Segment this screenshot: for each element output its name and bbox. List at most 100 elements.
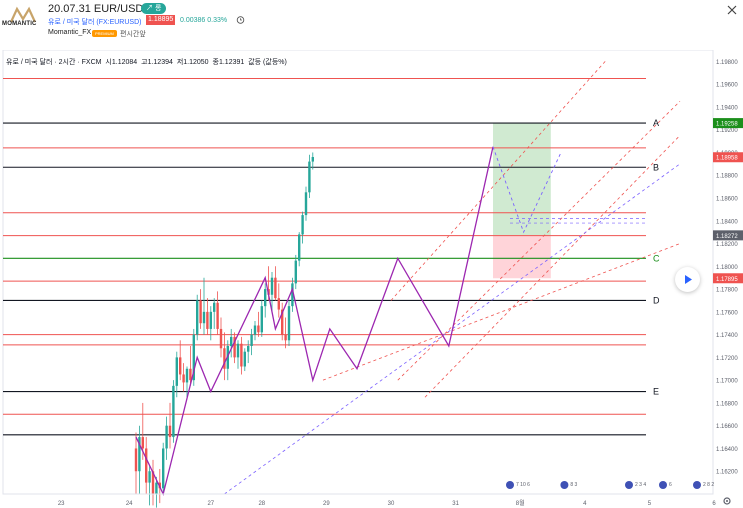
candle-body <box>223 348 226 369</box>
candle-body <box>264 289 267 307</box>
y-tick-label: 1.18000 <box>716 265 738 271</box>
y-tick-label: 1.19200 <box>716 128 738 134</box>
price-tag-label: 1.18272 <box>716 234 738 240</box>
candle-body <box>145 448 148 483</box>
y-tick-label: 1.17400 <box>716 333 738 339</box>
price-change: 0.00386 0.33% <box>180 17 227 24</box>
x-tick-label: 24 <box>126 501 133 507</box>
candle-body <box>233 336 236 358</box>
post-header: MOMANTIC 20.07.31 EUR/USD ↗ 롱 유로 / 미국 달러… <box>0 0 743 44</box>
candle-body <box>308 161 311 193</box>
level-label: A <box>653 118 659 128</box>
candle-body <box>206 311 209 329</box>
post-title: 20.07.31 EUR/USD <box>48 3 144 15</box>
candle-body <box>148 471 151 483</box>
level-label: D <box>653 295 660 305</box>
legend-open: 시1.12084 <box>105 59 138 66</box>
candle-body <box>219 328 223 349</box>
event-marker <box>560 481 569 489</box>
candle-body <box>138 437 141 472</box>
candle-body <box>298 234 301 261</box>
momantic-logo <box>10 6 36 23</box>
candle-body <box>175 357 178 386</box>
y-tick-label: 1.16600 <box>716 424 738 430</box>
close-icon[interactable] <box>727 5 737 15</box>
candlestick-chart[interactable]: ABCDE1.198001.196001.194001.192001.19000… <box>0 50 743 508</box>
publish-time: 편시간앞 <box>120 31 146 38</box>
candle-body <box>182 374 185 383</box>
candle-body <box>162 448 165 489</box>
symbol-link[interactable]: 유로 / 미국 달러 (FX:EURUSD) <box>48 19 142 26</box>
candle-body <box>281 309 284 335</box>
candle-body <box>311 157 314 162</box>
y-tick-label: 1.19600 <box>716 83 738 89</box>
event-marker <box>693 481 701 489</box>
price-change-pct: 0.33% <box>207 17 228 24</box>
candle-body <box>260 306 263 333</box>
level-label: E <box>653 387 659 397</box>
candle-body <box>155 482 158 494</box>
y-tick-label: 1.17200 <box>716 356 738 362</box>
legend-close: 종1.12391 <box>212 59 245 66</box>
candle-body <box>257 325 260 333</box>
legend-high: 고1.12394 <box>141 59 173 66</box>
gear-icon[interactable] <box>723 497 731 505</box>
author-name[interactable]: Momantic_FX <box>48 29 92 36</box>
price-tag <box>713 152 743 163</box>
candle-body <box>253 325 257 335</box>
chart-area[interactable]: ABCDE1.198001.196001.194001.192001.19000… <box>0 50 743 508</box>
direction-badge[interactable]: ↗ 롱 <box>141 3 167 14</box>
candle-body <box>236 343 240 358</box>
projection-path <box>492 146 562 234</box>
y-tick-label: 1.18600 <box>716 197 738 203</box>
last-price: 1.18895 <box>146 15 176 25</box>
logo-text: MOMANTIC <box>2 21 37 27</box>
candle-body <box>199 300 202 324</box>
legend-low: 저1.12050 <box>176 59 209 66</box>
trend-channel-line <box>322 243 681 381</box>
price-tag-label: 1.17895 <box>716 277 738 283</box>
candle-body <box>291 283 294 307</box>
candle-body <box>185 368 189 383</box>
chart-legend: 유로 / 미국 달러 · 2시간 · FXCM 시1.12084 고1.1239… <box>6 57 289 67</box>
candle-body <box>304 192 308 216</box>
play-icon <box>685 275 692 284</box>
candle-body <box>294 260 297 284</box>
candle-body <box>277 298 280 310</box>
legend-symbol: 유로 / 미국 달러 · 2시간 · FXCM <box>6 59 102 66</box>
long-target-zone <box>493 123 551 236</box>
x-tick-label: 27 <box>207 501 214 507</box>
y-tick-label: 1.18200 <box>716 242 738 248</box>
candle-body <box>165 425 168 449</box>
y-tick-label: 1.19400 <box>716 105 738 111</box>
candle-body <box>287 306 291 341</box>
alert-clock-icon[interactable] <box>236 15 245 24</box>
y-tick-label: 1.17800 <box>716 288 738 294</box>
play-button[interactable] <box>675 267 700 292</box>
candle-body <box>270 277 274 295</box>
y-tick-label: 1.17600 <box>716 310 738 316</box>
candle-body <box>189 368 192 381</box>
x-tick-label: 30 <box>388 501 395 507</box>
candle-body <box>247 346 250 352</box>
candle-body <box>179 357 182 375</box>
price-tag <box>713 230 743 241</box>
event-marker-label: 2 8 2 <box>703 482 714 488</box>
candle-body <box>284 334 287 341</box>
trend-channel-line <box>224 163 681 495</box>
candle-body <box>151 471 155 494</box>
harmonic-pattern <box>135 146 494 496</box>
candle-body <box>192 334 195 381</box>
candle-body <box>240 343 243 367</box>
level-label: B <box>653 162 659 172</box>
y-tick-label: 1.18400 <box>716 219 738 225</box>
candle-body <box>141 437 144 449</box>
trend-channel-line <box>397 100 681 381</box>
price-tag-label: 1.18958 <box>716 156 738 162</box>
event-marker <box>506 481 514 489</box>
price-tag <box>713 118 743 129</box>
x-tick-label: 4 <box>583 501 587 507</box>
candle-body <box>216 302 219 329</box>
event-marker-label: 7 10 6 <box>516 482 530 488</box>
candle-body <box>243 351 246 367</box>
